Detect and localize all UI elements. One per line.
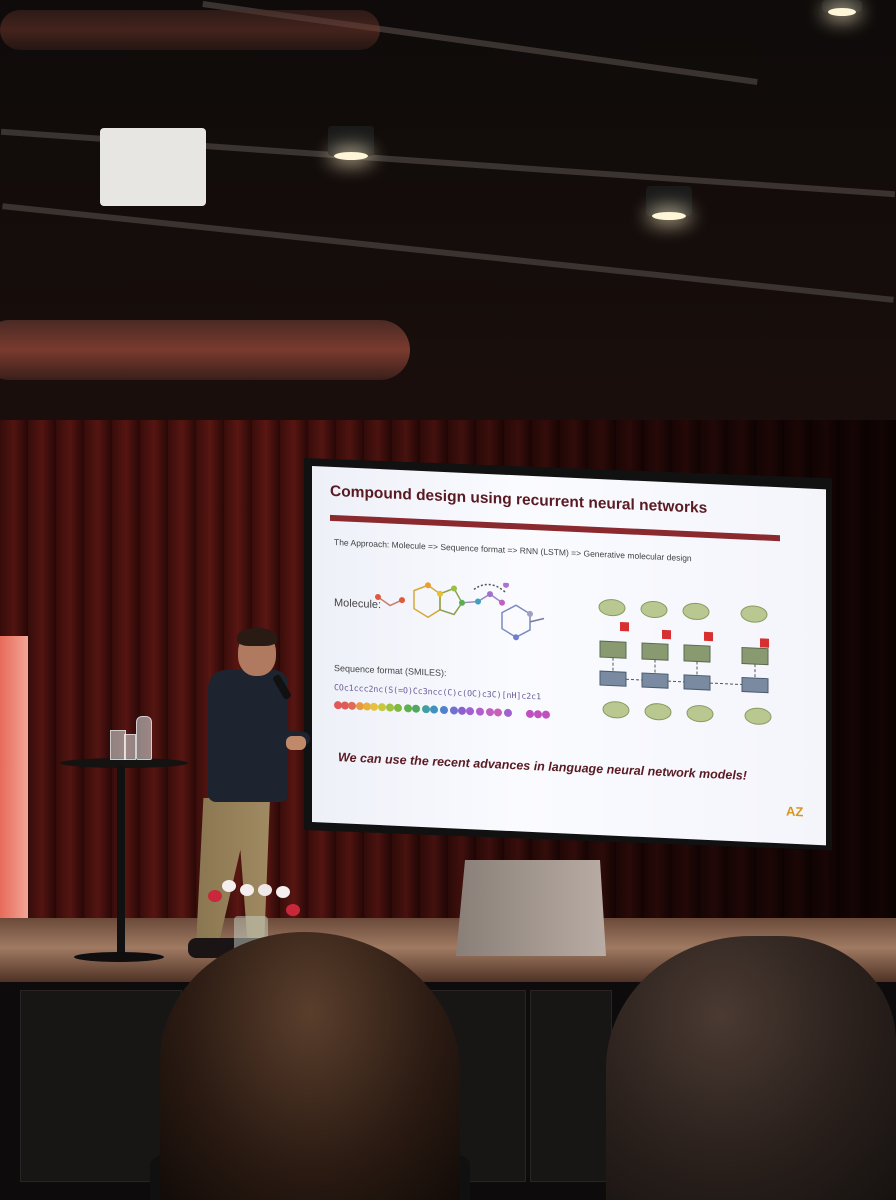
slide-title: Compound design using recurrent neural n… bbox=[330, 482, 708, 517]
stage-panel bbox=[530, 990, 612, 1182]
ventilation-duct bbox=[0, 320, 410, 380]
flower bbox=[240, 884, 254, 896]
smiles-token-dots bbox=[334, 701, 550, 719]
ceiling-rigging bbox=[0, 0, 896, 460]
astrazeneca-logo: AZ bbox=[786, 803, 804, 820]
speaker-hair bbox=[237, 628, 277, 646]
cocktail-table-leg bbox=[117, 766, 125, 956]
smiles-sequence: COc1ccc2nc(S(=O)Cc3ncc(C)c(OC)c3C)[nH]c2… bbox=[334, 681, 542, 702]
flower bbox=[258, 884, 272, 896]
rnn-lstm-diagram bbox=[598, 599, 772, 725]
smiles-label: Sequence format (SMILES): bbox=[334, 662, 447, 679]
projector bbox=[100, 128, 206, 206]
flower bbox=[286, 904, 300, 916]
audience-member-head bbox=[606, 936, 896, 1200]
stage-panel bbox=[20, 990, 182, 1182]
slide-title-rule bbox=[330, 514, 780, 542]
cocktail-table bbox=[60, 758, 188, 768]
stage-spotlight bbox=[328, 126, 374, 160]
stage-spotlight bbox=[822, 0, 862, 16]
ventilation-duct bbox=[0, 10, 380, 50]
ceiling-beam bbox=[2, 203, 894, 303]
slide-approach-text: The Approach: Molecule => Sequence forma… bbox=[334, 536, 692, 564]
audience-member-head bbox=[160, 932, 460, 1200]
flower bbox=[222, 880, 236, 892]
flower bbox=[276, 886, 290, 898]
molecule-structure-diagram bbox=[375, 581, 545, 641]
presentation-slide: Compound design using recurrent neural n… bbox=[312, 466, 826, 846]
stage-sign-board bbox=[456, 860, 606, 956]
cocktail-table-base bbox=[74, 952, 164, 962]
water-bottle bbox=[136, 716, 152, 760]
speaker-hand bbox=[286, 736, 306, 750]
slide-tagline: We can use the recent advances in langua… bbox=[338, 750, 747, 783]
water-glass bbox=[124, 734, 136, 760]
stage-spotlight bbox=[646, 186, 692, 220]
flower bbox=[208, 890, 222, 902]
roll-up-banner bbox=[0, 636, 28, 948]
